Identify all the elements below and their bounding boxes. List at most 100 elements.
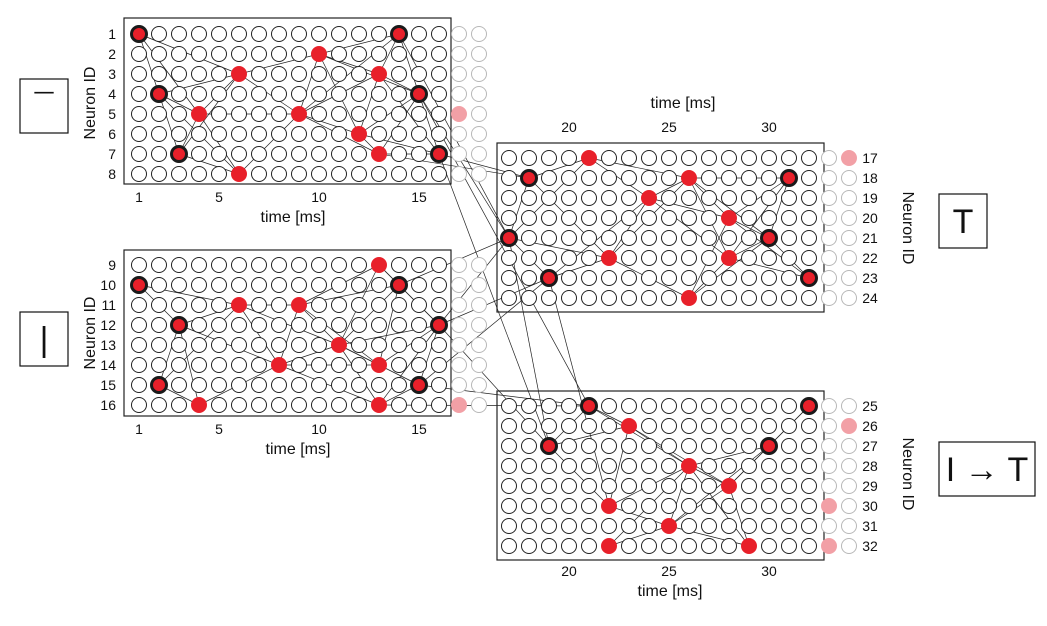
neuron-id-label: 23 [862, 270, 878, 286]
neuron-slot [701, 418, 717, 434]
neuron-slot [231, 317, 247, 333]
neuron-slot [541, 150, 557, 166]
neuron-slot [451, 277, 467, 293]
neuron-id-label: 2 [108, 46, 116, 62]
neuron-slot [601, 290, 617, 306]
spike-strong [760, 437, 778, 455]
spike-link [238, 304, 280, 366]
neuron-slot [331, 66, 347, 82]
neuron-slot [411, 317, 427, 333]
neuron-slot [431, 66, 447, 82]
neuron-slot [271, 337, 287, 353]
neuron-slot [271, 86, 287, 102]
neuron-slot [701, 478, 717, 494]
neuron-slot [621, 290, 637, 306]
neuron-slot [331, 106, 347, 122]
symbol-box-bottom-left: | [19, 311, 69, 367]
time-tick-label: 30 [761, 563, 777, 579]
neuron-slot [741, 250, 757, 266]
spike-link [178, 153, 240, 175]
neuron-slot [741, 498, 757, 514]
neuron-slot [391, 257, 407, 273]
spike-link [278, 344, 340, 366]
neuron-slot [541, 418, 557, 434]
spike-link [138, 33, 200, 115]
neuron-id-label: 6 [108, 126, 116, 142]
neuron-slot [561, 498, 577, 514]
spike [311, 46, 327, 62]
neuron-slot [211, 297, 227, 313]
neuron-slot [451, 377, 467, 393]
neuron-slot [681, 398, 697, 414]
neuron-slot [411, 46, 427, 62]
neuron-slot [171, 277, 187, 293]
neuron-slot [171, 66, 187, 82]
neuron-slot [391, 166, 407, 182]
neuron-slot [701, 458, 717, 474]
neuron-slot [271, 106, 287, 122]
neuron-slot [191, 146, 207, 162]
neuron-slot [801, 250, 817, 266]
neuron-slot [311, 86, 327, 102]
neuron-slot [331, 166, 347, 182]
neuron-slot [271, 66, 287, 82]
neuron-slot [561, 418, 577, 434]
spike [351, 126, 367, 142]
spike-strong [430, 316, 448, 334]
neuron-slot [681, 250, 697, 266]
neuron-slot [271, 146, 287, 162]
spike-link [178, 304, 240, 326]
neuron-slot [171, 26, 187, 42]
neuron-slot [701, 210, 717, 226]
neuron-slot [251, 26, 267, 42]
symbol-label: I → T [946, 451, 1029, 489]
neuron-slot [741, 230, 757, 246]
neuron-slot [231, 126, 247, 142]
neuron-slot [501, 538, 517, 554]
panel-top-right: 17 18 19 20 21 22 23 24 Neuron ID 20 25 30 time [ms] [496, 95, 916, 313]
neuron-slot [251, 297, 267, 313]
neuron-slot [661, 170, 677, 186]
neuron-slot [311, 337, 327, 353]
time-tick-label: 30 [761, 119, 777, 135]
neuron-slot [661, 418, 677, 434]
neuron-slot [521, 498, 537, 514]
neuron-slot [561, 290, 577, 306]
time-axis-title: time [ms] [266, 441, 331, 458]
spike-link [358, 73, 380, 135]
neuron-id-label: 32 [862, 538, 878, 554]
spike-link [238, 113, 300, 175]
neuron-slot [741, 518, 757, 534]
spike-faded [821, 498, 837, 514]
neuron-slot [451, 357, 467, 373]
neuron-slot [231, 26, 247, 42]
neuron-slot [841, 290, 857, 306]
neuron-slot [601, 518, 617, 534]
neuron-slot [761, 190, 777, 206]
panel-bottom-right: 25 26 27 28 29 30 31 32 Neuron ID 20 25 30 time [ms] [496, 390, 916, 600]
neuron-slot [351, 86, 367, 102]
spike [231, 297, 247, 313]
spike [191, 106, 207, 122]
spike-link [418, 93, 440, 155]
neuron-slot [621, 458, 637, 474]
neuron-slot [151, 166, 167, 182]
spike [291, 106, 307, 122]
neuron-slot [681, 190, 697, 206]
neuron-slot [721, 538, 737, 554]
neuron-slot [171, 126, 187, 142]
neuron-slot [701, 170, 717, 186]
neuron-slot [621, 398, 637, 414]
neuron-slot [501, 290, 517, 306]
spike [681, 458, 697, 474]
spike [371, 146, 387, 162]
neuron-slot [471, 257, 487, 273]
neuron-slot [521, 230, 537, 246]
neuron-slot [741, 458, 757, 474]
neuron-slot [661, 538, 677, 554]
symbol-label: T [953, 203, 974, 241]
spike-link [158, 324, 180, 386]
neuron-slot [151, 337, 167, 353]
neuron-slot [211, 106, 227, 122]
